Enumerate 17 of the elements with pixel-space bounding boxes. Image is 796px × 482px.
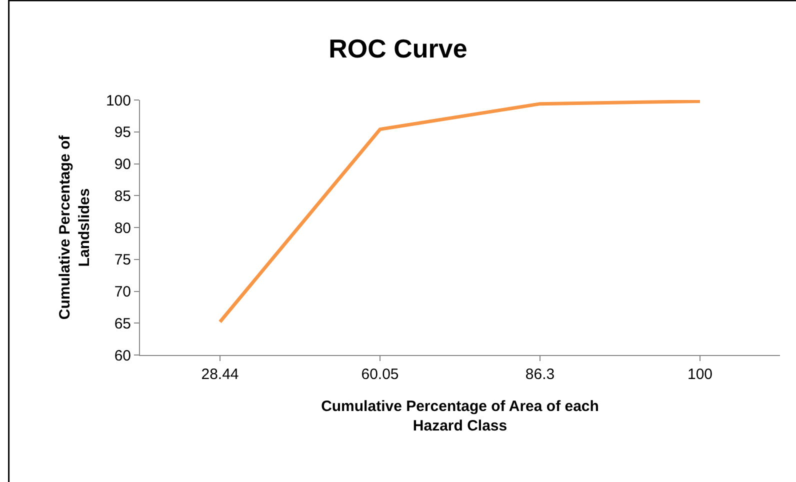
x-tick-label: 86.3 [525, 366, 555, 383]
y-tick-label: 60 [114, 347, 131, 364]
y-tick-label: 80 [114, 220, 131, 237]
x-axis-title: Cumulative Percentage of Area of each Hazard Class [321, 398, 599, 434]
x-tick-label: 100 [687, 366, 713, 383]
y-tick-label: 65 [114, 315, 131, 332]
y-tick-label: 90 [114, 156, 131, 173]
y-tick-label: 85 [114, 188, 131, 205]
x-tick-label: 60.05 [361, 366, 399, 383]
y-axis-title: Cumulative Percentage of Landslides [56, 134, 94, 320]
y-tick-label: 70 [114, 284, 131, 300]
y-tick-label: 95 [114, 124, 131, 142]
y-tick-label: 75 [114, 252, 131, 269]
chart-title: ROC Curve [328, 33, 468, 64]
line-series [218, 100, 702, 324]
x-tick-label: 28.44 [201, 366, 239, 383]
y-tick-label: 100 [106, 92, 131, 110]
